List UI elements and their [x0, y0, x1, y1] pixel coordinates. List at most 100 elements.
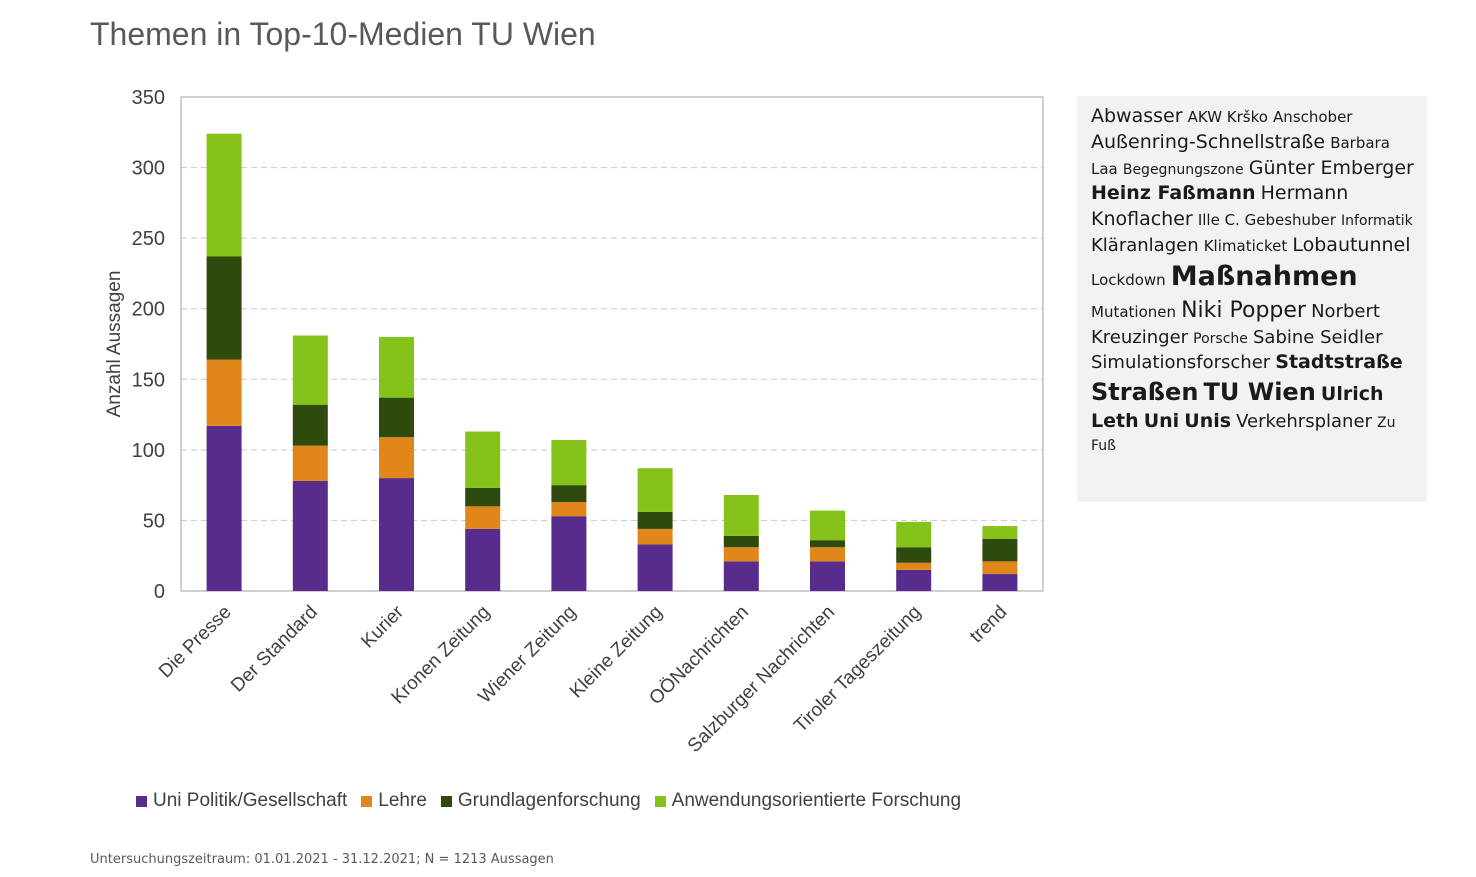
word-cloud-term: Informatik — [1341, 213, 1413, 230]
bar-segment — [896, 547, 932, 563]
footnote: Untersuchungszeitraum: 01.01.2021 - 31.1… — [90, 852, 554, 867]
x-tick-label: Die Presse — [155, 602, 236, 683]
word-cloud-term: Porsche — [1193, 330, 1248, 347]
word-cloud-term: Sabine Seidler — [1253, 326, 1383, 348]
word-cloud-term: Uni — [1143, 409, 1180, 432]
bar-segment — [896, 569, 932, 591]
bar-segment — [723, 547, 759, 562]
y-tick-label: 0 — [154, 581, 165, 603]
y-axis-ticks: 0 50 100 150 200 250 300 350 — [132, 87, 165, 603]
bar-segment — [551, 485, 587, 503]
bar-segment — [551, 502, 587, 517]
bars — [206, 133, 1018, 591]
y-tick-label: 350 — [132, 87, 165, 109]
legend-label: Anwendungsorientierte Forschung — [671, 790, 962, 811]
word-cloud-term: Ille C. Gebeshuber — [1197, 211, 1336, 230]
bar-segment — [465, 487, 501, 507]
word-cloud-term: Klimaticket — [1203, 237, 1288, 256]
word-cloud-term: Begegnungszone — [1122, 161, 1244, 178]
legend-item: Anwendungsorientierte Forschung — [654, 790, 962, 812]
bar-segment — [637, 528, 673, 545]
legend-label: Grundlagenforschung — [457, 790, 641, 811]
y-tick-label: 250 — [132, 228, 165, 250]
y-axis-label: Anzahl Aussagen — [104, 271, 125, 418]
word-cloud-term: Zu Fuß — [1091, 414, 1396, 455]
word-cloud-term: Mutationen — [1091, 302, 1176, 321]
legend-item: Lehre — [361, 790, 427, 812]
word-cloud-term: Straßen — [1091, 377, 1199, 406]
bar-segment — [637, 544, 673, 591]
y-tick-label: 200 — [132, 299, 165, 321]
word-cloud-term: Lobautunnel — [1292, 234, 1411, 257]
bar-segment — [206, 425, 242, 591]
bar-segment — [982, 574, 1018, 591]
word-cloud-term: Barbara Laa — [1091, 133, 1390, 178]
word-cloud-term: Günter Emberger — [1248, 156, 1414, 179]
word-cloud-term: Lockdown — [1091, 270, 1166, 289]
bar-segment — [465, 506, 501, 529]
word-cloud-term: AKW Krško — [1187, 108, 1268, 126]
bar-segment — [723, 535, 759, 548]
legend-item: Grundlagenforschung — [440, 790, 641, 812]
legend-swatch — [361, 795, 373, 807]
bar-segment — [206, 256, 242, 360]
bar-segment — [896, 562, 932, 570]
y-tick-label: 150 — [132, 369, 165, 391]
bar-segment — [637, 511, 673, 529]
word-cloud-term: Abwasser — [1091, 105, 1183, 127]
word-cloud-term: Kläranlagen — [1091, 235, 1199, 257]
legend-swatch — [440, 795, 452, 807]
word-cloud: Abwasser AKW Krško Anschober Außenring-S… — [1091, 104, 1421, 456]
bar-segment — [896, 521, 932, 548]
bar-segment — [379, 437, 414, 479]
bar-segment — [723, 561, 759, 591]
bar-segment — [810, 561, 845, 591]
legend-swatch — [654, 795, 666, 807]
bar-segment — [723, 495, 759, 536]
word-cloud-term: Anschober — [1273, 108, 1353, 126]
bar-segment — [810, 547, 845, 562]
word-cloud-term: Heinz Faßmann — [1091, 182, 1256, 205]
legend-label: Lehre — [378, 790, 427, 811]
chart-legend: Uni Politik/Gesellschaft Lehre Grundlagenf… — [136, 790, 961, 812]
bar-segment — [379, 478, 414, 591]
legend-label: Uni Politik/Gesellschaft — [153, 790, 348, 811]
word-cloud-term: Stadtstraße — [1275, 351, 1403, 374]
y-tick-label: 50 — [143, 510, 165, 532]
plot-area-border — [180, 96, 1044, 592]
y-tick-label: 300 — [132, 158, 165, 180]
bar-segment — [379, 336, 414, 398]
bar-segment — [982, 561, 1018, 575]
x-tick-label: Salzburger Nachrichten — [684, 602, 839, 757]
bar-segment — [206, 133, 242, 257]
bar-segment — [810, 510, 845, 541]
word-cloud-term: Niki Popper — [1181, 297, 1306, 323]
chart-title: Themen in Top-10-Medien TU Wien — [90, 16, 596, 52]
bar-segment — [982, 526, 1018, 539]
bar-segment — [292, 404, 328, 446]
bar-segment — [292, 445, 328, 481]
bar-segment — [379, 397, 414, 438]
bar-segment — [551, 439, 587, 486]
bar-segment — [465, 431, 501, 488]
bar-segment — [292, 335, 328, 405]
legend-item: Uni Politik/Gesellschaft — [136, 790, 347, 812]
bar-segment — [810, 540, 845, 548]
word-cloud-term: Unis — [1184, 409, 1232, 432]
word-cloud-term: Simulationsforscher — [1091, 352, 1271, 374]
bar-segment — [551, 516, 587, 591]
x-tick-label: trend — [966, 602, 1011, 647]
word-cloud-term: Hermann Knoflacher — [1091, 182, 1349, 231]
x-tick-label: Kurier — [357, 601, 408, 652]
legend-swatch — [136, 795, 147, 807]
bar-segment — [982, 538, 1018, 562]
word-cloud-term: Maßnahmen — [1170, 260, 1358, 292]
word-cloud-term: Ulrich Leth — [1091, 382, 1384, 432]
word-cloud-term: Außenring-Schnellstraße — [1091, 130, 1326, 153]
word-cloud-term: TU Wien — [1203, 377, 1316, 406]
x-tick-label: Der Standard — [227, 602, 322, 697]
word-cloud-box — [1077, 96, 1427, 502]
bar-segment — [206, 359, 242, 426]
bar-segment — [465, 528, 501, 591]
